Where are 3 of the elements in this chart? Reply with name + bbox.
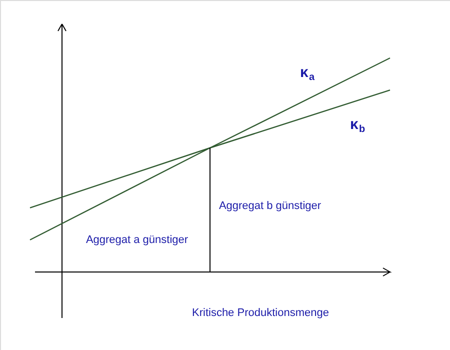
annotation: Aggregat b günstiger [218, 200, 322, 212]
annotation: Aggregat a günstiger [86, 234, 188, 246]
text: Kritische Produktionsmenge [192, 307, 329, 319]
